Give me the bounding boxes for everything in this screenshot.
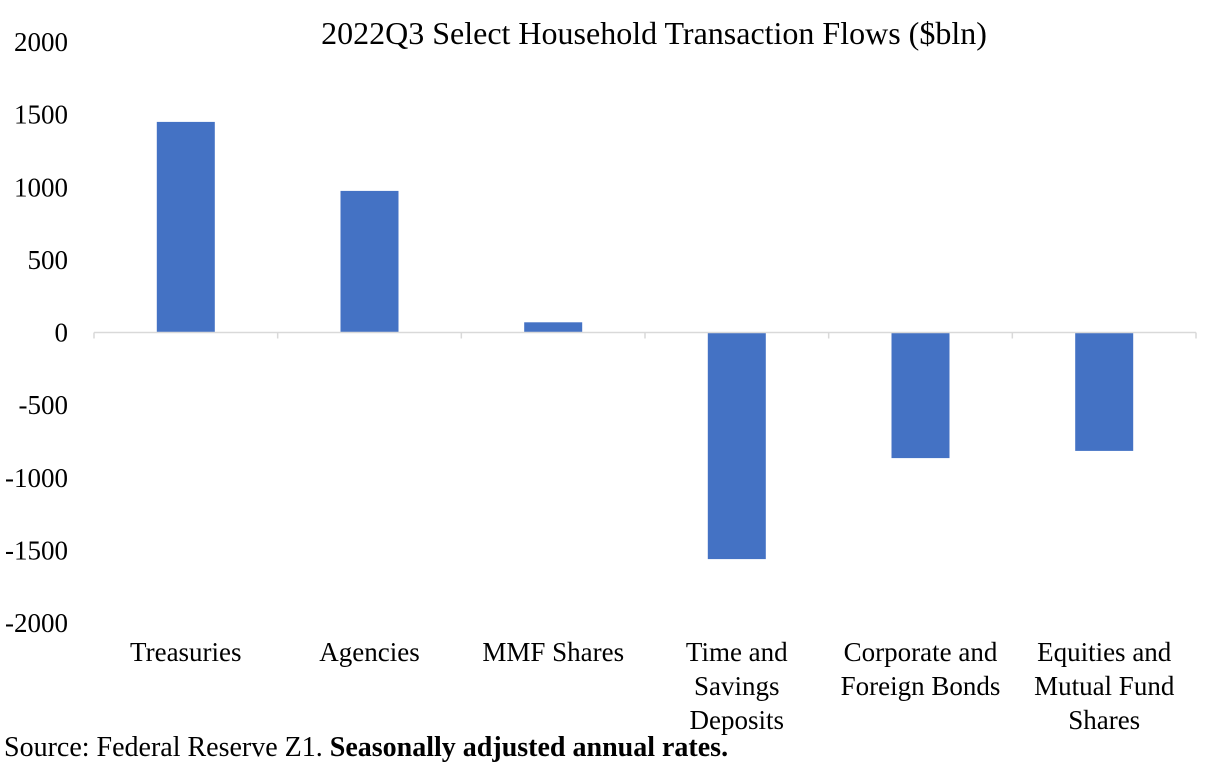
y-tick-label: 1000 <box>14 172 68 202</box>
x-tick-label-line: Deposits <box>690 705 785 735</box>
y-tick-label: 1500 <box>14 100 68 130</box>
chart-title: 2022Q3 Select Household Transaction Flow… <box>321 15 987 51</box>
x-tick-label-line: Savings <box>694 671 780 701</box>
x-tick-label-line: Treasuries <box>130 637 242 667</box>
bar <box>891 332 950 459</box>
y-tick-label: 500 <box>28 245 69 275</box>
x-tick-label: Time and Savings Deposits <box>686 637 788 735</box>
bar <box>707 332 766 560</box>
x-tick-label: Treasuries <box>130 637 242 667</box>
source-note: Source: Federal Reserve Z1. Seasonally a… <box>4 732 728 764</box>
bars <box>156 121 1134 560</box>
x-tick-label: Agencies <box>319 637 419 667</box>
y-tick-label: 2000 <box>14 27 68 57</box>
y-tick-label: -1000 <box>5 463 68 493</box>
x-tick-label-line: MMF Shares <box>482 637 624 667</box>
y-tick-label: -2000 <box>5 608 68 638</box>
x-tick-label-line: Time and <box>686 637 788 667</box>
x-tick-label-line: Foreign Bonds <box>841 671 1001 701</box>
y-axis-ticks: 2000 1500 1000 500 0 -500 -1000 -1500 -2000 <box>5 27 68 638</box>
x-tick-label: MMF Shares <box>482 637 624 667</box>
y-tick-label: -1500 <box>5 535 68 565</box>
x-tick-label-line: Corporate and <box>844 637 998 667</box>
x-axis <box>93 331 1197 339</box>
x-tick-label-line: Agencies <box>319 637 419 667</box>
x-axis-labels: Treasuries Agencies MMF Shares Time and Savi… <box>130 637 1175 735</box>
source-label: Source: Federal Reserve Z1. <box>4 732 330 763</box>
x-tick-label: Equities and Mutual Fund Shares <box>1034 637 1175 735</box>
bar <box>1075 332 1134 451</box>
bar <box>340 190 399 333</box>
x-tick-label-line: Mutual Fund <box>1034 671 1175 701</box>
bar <box>524 322 583 333</box>
y-tick-label: -500 <box>19 390 69 420</box>
x-tick-label-line: Equities and <box>1037 637 1172 667</box>
source-emphasis: Seasonally adjusted annual rates. <box>329 732 729 763</box>
x-tick-label: Corporate and Foreign Bonds <box>841 637 1001 701</box>
x-tick-label-line: Shares <box>1068 705 1140 735</box>
y-tick-label: 0 <box>55 318 69 348</box>
bar <box>156 121 215 333</box>
